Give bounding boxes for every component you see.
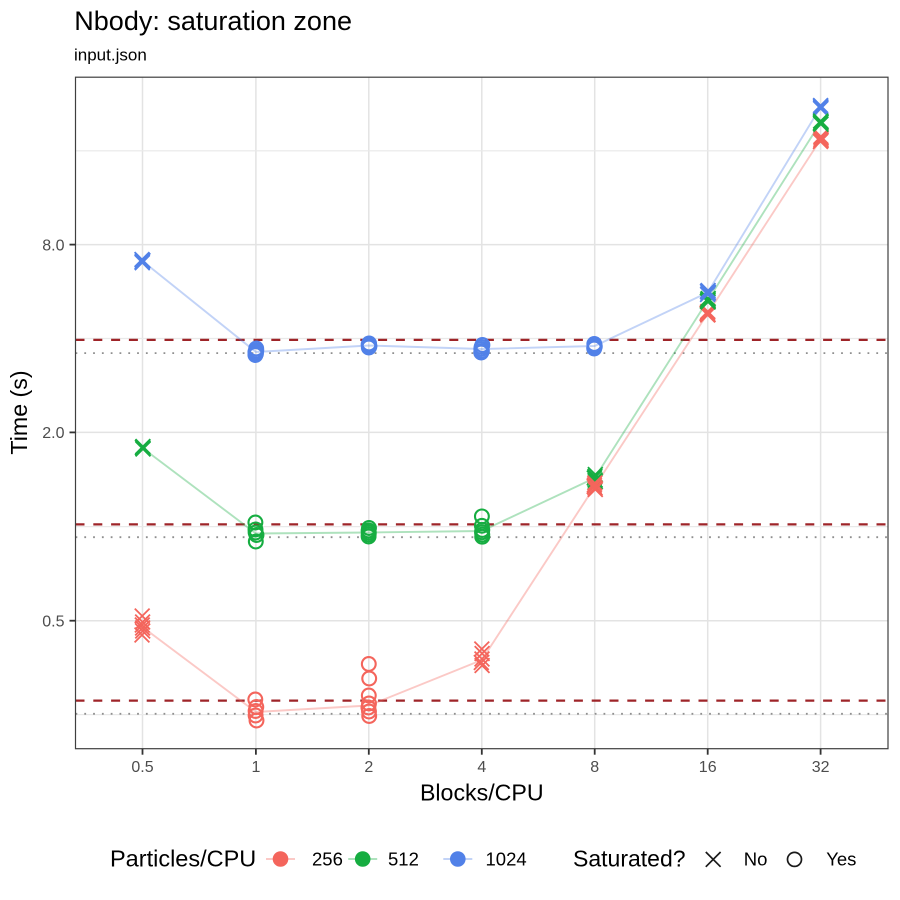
svg-text:0.5: 0.5: [131, 759, 153, 776]
svg-text:2.0: 2.0: [42, 425, 64, 442]
svg-text:256: 256: [312, 849, 343, 870]
svg-text:Yes: Yes: [826, 849, 856, 870]
svg-text:Particles/CPU: Particles/CPU: [110, 846, 256, 872]
svg-text:8: 8: [590, 759, 599, 776]
svg-text:8.0: 8.0: [42, 237, 64, 254]
svg-text:2: 2: [364, 759, 373, 776]
svg-text:1: 1: [251, 759, 260, 776]
svg-text:4: 4: [477, 759, 486, 776]
svg-text:512: 512: [388, 849, 419, 870]
svg-text:Nbody: saturation zone: Nbody: saturation zone: [74, 6, 352, 36]
svg-text:1024: 1024: [486, 849, 527, 870]
svg-text:input.json: input.json: [74, 46, 147, 65]
svg-text:0.5: 0.5: [42, 613, 64, 630]
svg-text:No: No: [744, 849, 768, 870]
svg-text:32: 32: [812, 759, 830, 776]
svg-text:Blocks/CPU: Blocks/CPU: [420, 780, 544, 806]
svg-text:Saturated?: Saturated?: [573, 846, 686, 872]
svg-text:16: 16: [699, 759, 717, 776]
svg-text:Time (s): Time (s): [6, 370, 32, 454]
